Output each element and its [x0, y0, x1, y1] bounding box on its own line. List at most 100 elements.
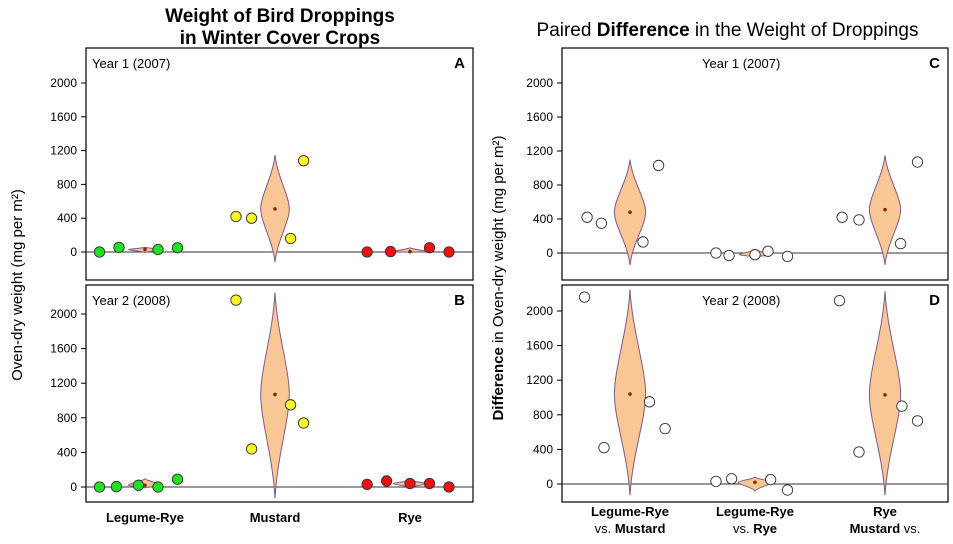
panel-c-ytick-label: 800 [533, 178, 553, 192]
panel-a-data-point [297, 155, 310, 167]
panel-b-data-point [152, 481, 164, 493]
panel-d-data-point [725, 473, 738, 485]
panel-c-data-point [749, 249, 761, 261]
panel-c-data-point [836, 211, 848, 223]
panel-b-median-dot [273, 392, 277, 397]
panel-b-median-dot [143, 483, 147, 488]
panel-c-data-point [894, 237, 907, 250]
panel-b-ytick-label: 1200 [50, 376, 77, 390]
panel-b-data-point [404, 477, 416, 490]
panel-c-median-dot [883, 207, 887, 212]
right-title-post: in the Weight of Droppings [689, 20, 919, 41]
panel-b-ytick-label: 400 [57, 445, 77, 459]
panel-d-ytick-label: 1600 [526, 339, 553, 353]
panel-d-data-point [896, 400, 908, 412]
panel-c-year-label: Year 1 (2007) [702, 56, 780, 71]
panel-a-median-dot [143, 247, 147, 252]
panel-a-median-dot [273, 207, 277, 211]
right-title: Paired Difference in the Weight of Dropp… [500, 20, 953, 42]
panel-a-ytick-label: 0 [70, 245, 77, 259]
panel-d-data-point [710, 475, 722, 488]
right-x-label-line2: Mustard vs. [850, 521, 921, 536]
panel-a-ytick-label: 1600 [50, 110, 77, 124]
panel-d-data-point [598, 442, 610, 454]
panel-c-median-dot [628, 210, 632, 214]
panel-a-data-point [245, 212, 258, 224]
panel-d-year-label: Year 2 (2008) [702, 293, 780, 308]
panel-b-letter: B [454, 292, 465, 309]
right-x-label-pre: vs. [733, 521, 753, 536]
right-title-pre: Paired [536, 20, 597, 41]
panel-a-year-label: Year 1 (2007) [92, 56, 170, 71]
left-title-line2: in Winter Cover Crops [179, 28, 381, 49]
panel-a-ytick-label: 2000 [50, 76, 77, 90]
panel-c-data-point [595, 217, 608, 229]
panel-c-ytick-label: 2000 [526, 76, 553, 90]
panel-a-data-point [384, 245, 397, 258]
panel-b-data-point [284, 399, 297, 411]
panel-c-data-point [762, 245, 774, 257]
panel-d-median-dot [753, 480, 757, 485]
panel-b-data-point [297, 417, 310, 429]
left-x-label: Legume-Rye [106, 510, 184, 525]
panel-a-data-point [423, 242, 436, 254]
panel-c-ytick-label: 400 [533, 212, 553, 226]
panel-d-ytick-label: 2000 [526, 304, 553, 318]
right-x-label-bold: Mustard [850, 521, 901, 536]
panel-d-data-point [764, 474, 777, 486]
panel-a-ytick-label: 400 [57, 211, 77, 225]
panel-b-data-point [245, 443, 258, 455]
panel-c-ytick-label: 0 [546, 246, 553, 260]
right-x-label-pre: vs. [900, 521, 920, 536]
panel-c-data-point [781, 250, 794, 263]
panel-a-median-dot [408, 249, 412, 254]
right-x-label-line2: vs. Mustard [595, 521, 666, 536]
panel-a-data-point [171, 242, 184, 254]
panel-a-ytick-label: 800 [57, 177, 77, 191]
panel-d-letter: D [929, 292, 940, 309]
panel-b-data-point [93, 481, 106, 493]
panel-d-data-point [911, 415, 924, 427]
panel-b-data-point [361, 478, 373, 491]
panel-a-letter: A [454, 55, 465, 72]
left-x-label: Mustard [250, 510, 301, 525]
panel-c-data-point [853, 214, 865, 226]
panel-b-ytick-label: 1600 [50, 342, 77, 356]
right-x-label-bold: Mustard [615, 521, 666, 536]
panel-c-data-point [652, 159, 665, 172]
panel-d-data-point [853, 446, 865, 458]
left-title: Weight of Bird Droppings in Winter Cover… [60, 6, 500, 50]
panel-d-data-point [781, 484, 794, 496]
left-title-line1: Weight of Bird Droppings [165, 6, 395, 27]
right-title-bold: Difference [596, 20, 690, 41]
panel-a-data-point [361, 246, 373, 258]
panel-b-ytick-label: 800 [57, 411, 77, 425]
right-x-label-bold: Rye [753, 521, 777, 536]
panel-d-ytick-label: 800 [533, 408, 553, 422]
panel-a-data-point [113, 241, 125, 254]
panel-d-median-dot [883, 393, 887, 397]
panel-d-median-dot [628, 392, 632, 396]
panel-b-year-label: Year 2 (2008) [92, 293, 170, 308]
panel-d-data-point [578, 291, 591, 303]
panel-c-frame [561, 47, 949, 281]
right-x-label-pre: vs. [595, 521, 615, 536]
panel-b-data-point [380, 475, 393, 487]
panel-c-data-point [723, 249, 735, 262]
right-y-axis-label-rest: in Oven-dry weight (mg per m²) [490, 135, 507, 347]
right-x-label-line1: Rye [873, 504, 897, 519]
right-x-label-line1: Legume-Rye [716, 504, 794, 519]
panel-a-data-point [284, 232, 297, 245]
right-x-label-line2: vs. Rye [733, 521, 777, 536]
panel-b-ytick-label: 2000 [50, 307, 77, 321]
panel-d-ytick-label: 1200 [526, 373, 553, 387]
panel-a-data-point [443, 246, 455, 258]
left-y-axis-label: Oven-dry weight (mg per m²) [9, 189, 26, 381]
panel-c-ytick-label: 1600 [526, 110, 553, 124]
panel-c-letter: C [929, 55, 940, 72]
panel-d-data-point [833, 294, 846, 307]
panel-c-data-point [581, 211, 593, 223]
panel-a-frame [85, 47, 474, 281]
panel-b-data-point [110, 480, 123, 493]
